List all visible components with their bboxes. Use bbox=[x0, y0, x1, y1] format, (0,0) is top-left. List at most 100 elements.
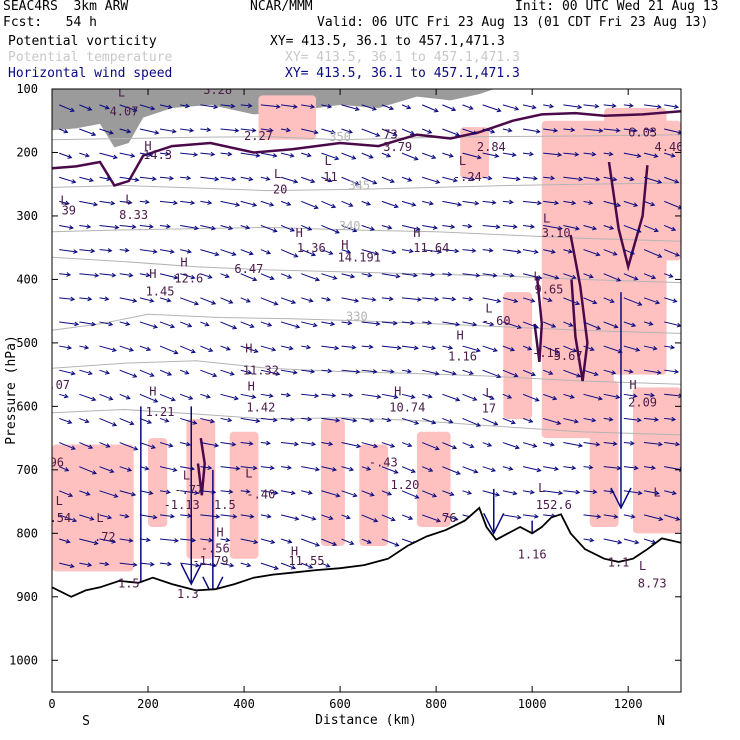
wind-vector-256 bbox=[220, 297, 234, 304]
wind-vector-282 bbox=[119, 321, 131, 326]
wind-vector-63 bbox=[79, 152, 90, 158]
wind-vector-66 bbox=[139, 152, 153, 157]
theta-contour-320 bbox=[52, 408, 681, 436]
wind-vector-266 bbox=[422, 296, 440, 302]
wind-vector-404 bbox=[79, 417, 90, 424]
wind-vector-569 bbox=[321, 538, 338, 546]
wind-vector-101 bbox=[220, 176, 237, 182]
wind-vector-572 bbox=[381, 538, 400, 547]
pv-extremum-label-73: -.56 bbox=[201, 541, 230, 555]
wind-vector-418 bbox=[361, 417, 375, 423]
wind-vector-47 bbox=[381, 128, 398, 137]
pv-extremum-label-44: .07 bbox=[48, 378, 70, 392]
wind-vector-590 bbox=[301, 562, 314, 569]
wind-vector-106 bbox=[321, 176, 333, 183]
strong-wind-vector-5 bbox=[483, 488, 505, 535]
pv-extremum-label-67: 152.6 bbox=[536, 498, 572, 512]
wind-vector-447 bbox=[321, 441, 334, 447]
wind-vector-4 bbox=[139, 104, 156, 111]
wind-vector-504 bbox=[220, 489, 234, 495]
wind-vector-300 bbox=[482, 321, 495, 327]
pv-extremum-label-3: 2.27 bbox=[244, 129, 273, 143]
wind-vector-219 bbox=[99, 272, 117, 278]
wind-vector-369 bbox=[623, 369, 634, 374]
wind-vector-513 bbox=[401, 490, 420, 499]
wind-vector-432 bbox=[643, 417, 659, 422]
wind-vector-153 bbox=[643, 200, 656, 207]
wind-vector-204 bbox=[422, 249, 443, 254]
pv-extremum-label-27: H bbox=[180, 256, 187, 270]
pv-extremum-label-80: 8.73 bbox=[638, 576, 667, 590]
wind-vector-51 bbox=[462, 128, 478, 135]
wind-vector-335 bbox=[563, 345, 578, 353]
wind-vector-348 bbox=[200, 369, 218, 378]
wind-vector-240 bbox=[522, 273, 543, 280]
wind-vector-191 bbox=[159, 249, 175, 254]
wind-vector-583 bbox=[159, 561, 173, 567]
theta-label-345: 345 bbox=[348, 178, 370, 192]
wind-vector-410 bbox=[200, 417, 215, 424]
wind-vector-264 bbox=[381, 296, 394, 302]
pv-extremum-label-68: .76 bbox=[435, 511, 457, 525]
wind-vector-259 bbox=[280, 297, 297, 305]
wind-vector-546 bbox=[442, 514, 459, 521]
wind-vector-531 bbox=[139, 514, 158, 520]
wind-vector-92 bbox=[664, 152, 676, 158]
wind-vector-208 bbox=[502, 249, 522, 254]
wind-vector-118 bbox=[563, 176, 584, 182]
wind-vector-139 bbox=[361, 200, 372, 206]
wind-vector-482 bbox=[401, 466, 416, 473]
wind-vector-508 bbox=[301, 490, 313, 495]
wind-vector-359 bbox=[422, 369, 440, 376]
wind-vector-242 bbox=[563, 273, 577, 280]
pv-extremum-label-15: 3.79 bbox=[383, 140, 412, 154]
wind-vector-332 bbox=[502, 345, 516, 352]
wind-vector-517 bbox=[482, 490, 501, 497]
wind-vector-323 bbox=[321, 345, 340, 351]
wind-vector-149 bbox=[563, 200, 577, 206]
wind-vector-128 bbox=[139, 199, 150, 205]
wind-vector-483 bbox=[422, 466, 434, 472]
pv-extremum-label-43: 11.32 bbox=[243, 364, 279, 378]
wind-vector-142 bbox=[422, 200, 434, 206]
wind-vector-405 bbox=[99, 417, 118, 427]
wind-vector-148 bbox=[543, 200, 560, 206]
wind-vector-13 bbox=[321, 104, 333, 109]
wind-vector-458 bbox=[543, 442, 555, 447]
pv-extremum-label-7: 39 bbox=[62, 204, 76, 218]
wind-vector-313 bbox=[119, 345, 134, 352]
wind-vector-587 bbox=[240, 562, 252, 568]
wind-vector-184 bbox=[643, 225, 659, 233]
wind-vector-238 bbox=[482, 272, 498, 278]
wind-vector-258 bbox=[260, 297, 279, 306]
wind-vector-562 bbox=[180, 537, 197, 543]
pv-extremum-label-55: 96 bbox=[50, 456, 64, 470]
wind-vector-283 bbox=[139, 321, 158, 329]
wind-vector-554 bbox=[643, 514, 664, 522]
wind-vector-86 bbox=[543, 152, 563, 157]
wind-vector-294 bbox=[361, 321, 381, 326]
wind-vector-334 bbox=[543, 345, 560, 354]
wind-vector-7 bbox=[200, 104, 219, 110]
wind-vector-346 bbox=[159, 369, 173, 376]
wind-vector-233 bbox=[381, 273, 401, 279]
wind-vector-196 bbox=[260, 249, 272, 255]
wind-vector-486 bbox=[482, 466, 497, 472]
wind-vector-189 bbox=[119, 247, 130, 253]
wind-vector-406 bbox=[119, 417, 135, 426]
wind-vector-468 bbox=[119, 466, 133, 472]
wind-vector-317 bbox=[200, 345, 214, 352]
wind-vector-530 bbox=[119, 513, 130, 519]
pv-extremum-label-2: 3.28 bbox=[203, 83, 232, 97]
pv-extremum-label-78: 1.5 bbox=[118, 576, 140, 590]
field-name-pv: Potential vorticity bbox=[8, 34, 157, 49]
wind-vector-591 bbox=[321, 562, 331, 568]
wind-vector-310 bbox=[59, 345, 73, 350]
x-tick-label-400: 400 bbox=[233, 697, 255, 711]
wind-vector-250 bbox=[99, 296, 110, 302]
pv-extremum-label-38: H bbox=[457, 329, 464, 343]
wind-vector-232 bbox=[361, 272, 373, 278]
y-tick-label-900: 900 bbox=[16, 590, 38, 604]
wind-vector-29 bbox=[643, 104, 662, 110]
pv-contour-0 bbox=[52, 109, 681, 187]
